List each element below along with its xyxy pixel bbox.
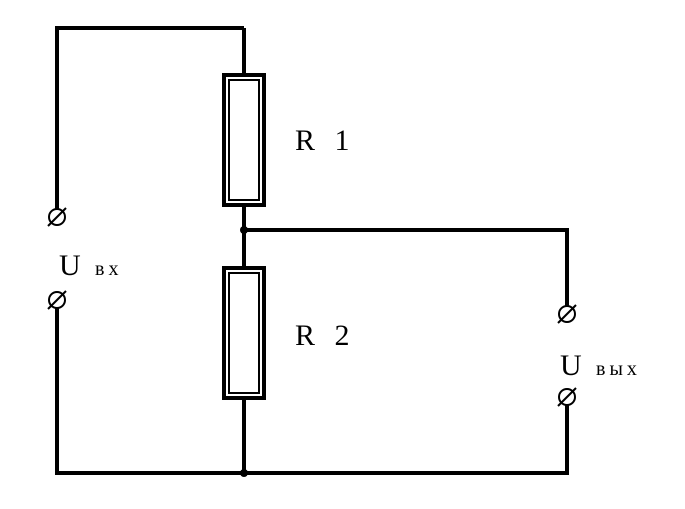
wire — [57, 28, 244, 217]
svg-text:U: U — [560, 349, 582, 382]
svg-text:вых: вых — [596, 358, 641, 380]
terminal-out-top — [558, 305, 576, 323]
resistor-label-r1: R 1 — [295, 124, 356, 157]
junction-node — [240, 469, 248, 477]
label-u-out: Uвых — [560, 349, 641, 382]
wire — [244, 230, 567, 314]
svg-text:вх: вх — [95, 258, 122, 280]
junction-node — [240, 226, 248, 234]
svg-text:U: U — [59, 249, 81, 282]
terminal-out-bot — [558, 388, 576, 406]
circuit-diagram: R 1R 2UвхUвых — [0, 0, 685, 509]
resistor-r1: R 1 — [224, 75, 356, 205]
wire — [244, 397, 567, 473]
terminal-in-top — [48, 208, 66, 226]
resistor-r2: R 2 — [224, 268, 356, 398]
wire — [57, 300, 244, 473]
label-u-in: Uвх — [59, 249, 122, 282]
resistor-label-r2: R 2 — [295, 319, 356, 352]
terminal-in-bot — [48, 291, 66, 309]
